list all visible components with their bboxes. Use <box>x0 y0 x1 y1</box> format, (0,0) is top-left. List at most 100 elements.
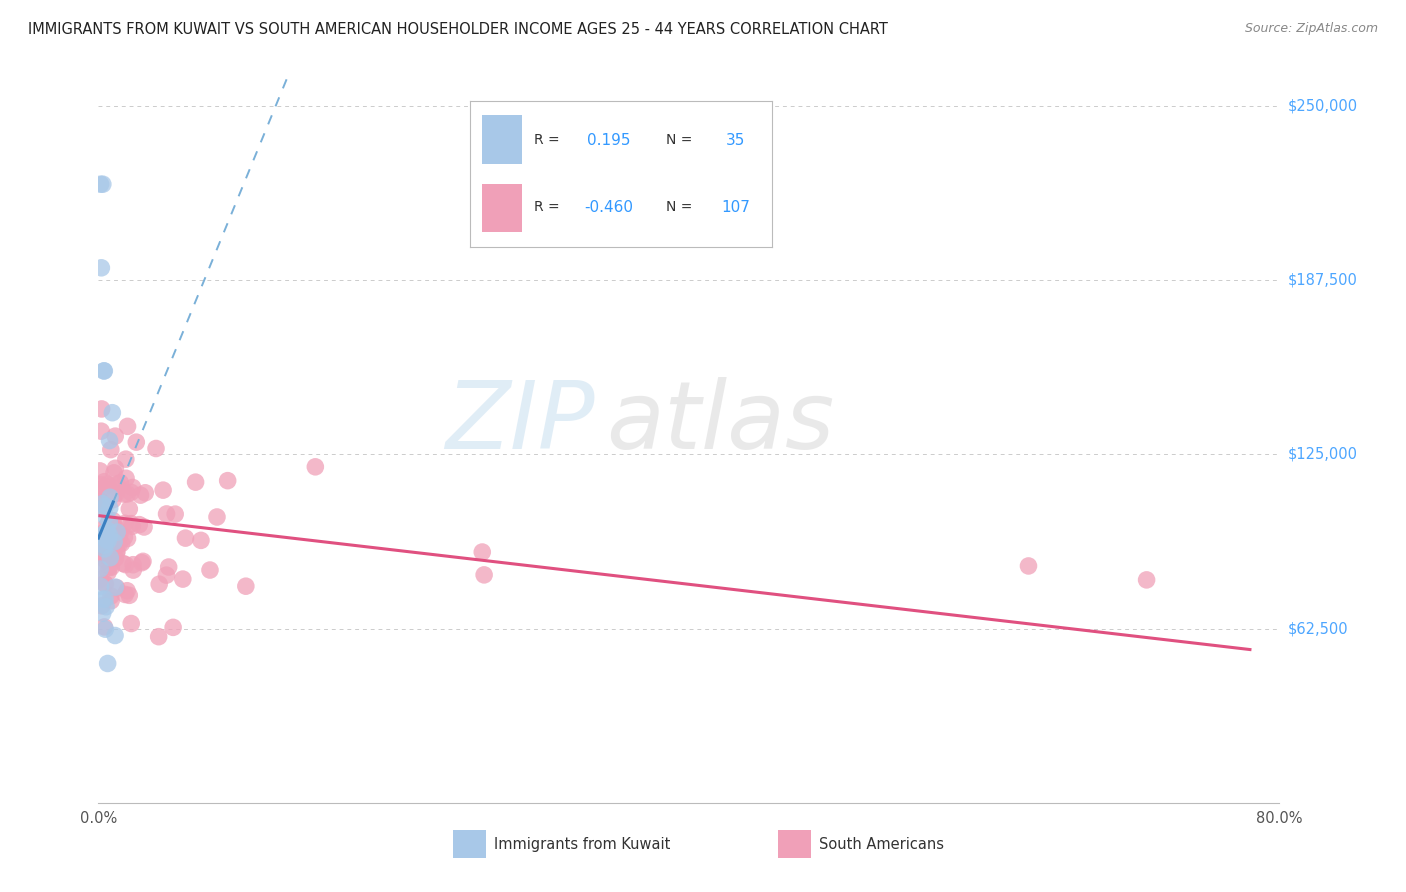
Point <box>117 532 139 546</box>
Point <box>131 556 153 570</box>
Text: $250,000: $250,000 <box>1288 99 1358 113</box>
Point <box>172 572 194 586</box>
Point <box>90 529 112 543</box>
Point <box>105 545 128 559</box>
Point <box>129 488 152 502</box>
Point <box>94 577 117 591</box>
Point <box>91 526 114 541</box>
Point <box>93 620 115 634</box>
Point <box>114 452 136 467</box>
Point <box>94 622 117 636</box>
Point <box>107 531 129 545</box>
Point <box>108 538 131 552</box>
Point <box>100 589 122 603</box>
Point <box>115 471 138 485</box>
Point <box>103 466 125 480</box>
Point <box>97 657 120 671</box>
Point <box>94 479 117 493</box>
Point <box>89 478 111 492</box>
Point <box>157 560 180 574</box>
Point <box>105 521 128 535</box>
Point <box>304 459 326 474</box>
Point <box>97 516 120 531</box>
Point <box>152 483 174 497</box>
Bar <box>453 830 486 858</box>
Point <box>98 515 121 529</box>
Point <box>101 492 124 507</box>
Point <box>93 541 115 556</box>
Point <box>472 567 495 582</box>
Point <box>121 480 143 494</box>
Point <box>105 486 128 500</box>
Bar <box>778 830 811 858</box>
Point <box>94 508 117 523</box>
Point <box>125 435 148 450</box>
Point <box>93 475 115 489</box>
Text: Immigrants from Kuwait: Immigrants from Kuwait <box>494 837 671 852</box>
Point <box>205 510 228 524</box>
Point <box>118 588 141 602</box>
Point <box>93 538 115 552</box>
Point <box>165 507 187 521</box>
Point <box>145 442 167 456</box>
Point <box>91 592 114 607</box>
Point <box>117 487 139 501</box>
Point <box>122 563 145 577</box>
Point <box>90 178 112 192</box>
Point <box>104 551 127 566</box>
Point <box>98 490 121 504</box>
Point <box>100 442 122 457</box>
Point <box>235 579 257 593</box>
Point <box>134 485 156 500</box>
Point <box>96 535 118 549</box>
Point <box>107 477 129 491</box>
Point <box>105 581 128 595</box>
Point <box>94 592 117 607</box>
Point <box>174 531 197 545</box>
Point <box>90 599 112 613</box>
Point <box>91 607 114 621</box>
Point <box>90 555 112 569</box>
Point <box>1136 573 1159 587</box>
Point <box>97 477 120 491</box>
Point <box>89 562 111 576</box>
Point <box>115 583 138 598</box>
Point <box>114 587 136 601</box>
Point <box>471 545 494 559</box>
Point <box>132 520 155 534</box>
Point <box>91 178 114 192</box>
Point <box>89 546 111 560</box>
Point <box>155 507 177 521</box>
Point <box>91 537 114 551</box>
Point <box>148 577 170 591</box>
Point <box>89 464 111 478</box>
Point <box>122 558 145 572</box>
Point <box>97 533 120 548</box>
Point <box>118 502 141 516</box>
Point <box>114 558 136 572</box>
Point <box>104 580 127 594</box>
Point <box>94 525 117 540</box>
Point <box>121 519 143 533</box>
Point <box>93 364 115 378</box>
Point <box>103 534 125 549</box>
Point <box>100 560 122 574</box>
Text: $62,500: $62,500 <box>1288 621 1348 636</box>
Point <box>94 499 117 513</box>
Point <box>91 497 114 511</box>
Point <box>93 364 115 378</box>
Point <box>120 485 142 500</box>
Point <box>104 628 127 642</box>
Text: $125,000: $125,000 <box>1288 447 1358 462</box>
Point <box>94 599 117 614</box>
Point <box>96 524 118 538</box>
Point <box>132 554 155 568</box>
Point <box>94 552 117 566</box>
Point <box>93 576 115 591</box>
Point <box>105 544 128 558</box>
Point <box>110 475 132 490</box>
Point <box>112 530 135 544</box>
Point <box>148 630 170 644</box>
Point <box>94 546 117 560</box>
Point <box>120 516 142 531</box>
